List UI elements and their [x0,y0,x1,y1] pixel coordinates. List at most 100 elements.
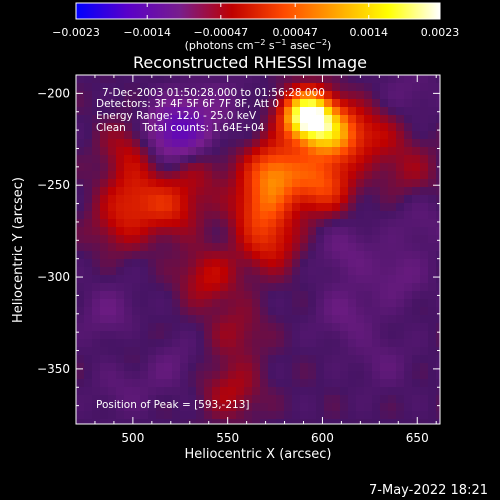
heatmap-cell [76,179,85,188]
heatmap-cell [164,243,173,252]
heatmap-cell [132,267,141,276]
heatmap-cell [252,107,261,116]
heatmap-cell [292,403,301,412]
heatmap-cell [236,155,245,164]
heatmap-cell [284,347,293,356]
heatmap-cell [340,307,349,316]
heatmap-cell [148,91,157,100]
heatmap-cell [340,243,349,252]
heatmap-cell [164,291,173,300]
heatmap-cell [260,259,269,268]
heatmap-cell [172,283,181,292]
heatmap-cell [284,387,293,396]
heatmap-cell [196,275,205,284]
heatmap-cell [140,411,149,420]
heatmap-cell [324,363,333,372]
heatmap-cell [356,411,365,420]
heatmap-cell [396,379,405,388]
heatmap-cell [228,75,237,84]
heatmap-cell [244,131,253,140]
heatmap-cell [212,363,221,372]
heatmap-cell [172,147,181,156]
heatmap-cell [284,411,293,420]
heatmap-cell [100,251,109,260]
heatmap-cell [268,291,277,300]
heatmap-cell [268,219,277,228]
heatmap-cell [124,315,133,324]
heatmap-cell [428,355,437,364]
heatmap-cell [364,411,373,420]
heatmap-cell [332,235,341,244]
heatmap-cell [308,283,317,292]
heatmap-cell [76,75,85,84]
heatmap-cell [108,203,117,212]
heatmap-cell [412,267,421,276]
heatmap-cell [76,291,85,300]
heatmap-cell [292,371,301,380]
heatmap-cell [180,331,189,340]
heatmap-cell [388,259,397,268]
heatmap-cell [204,155,213,164]
heatmap-cell [196,323,205,332]
heatmap-cell [332,275,341,284]
heatmap-cell [388,211,397,220]
heatmap-cell [436,363,440,372]
heatmap-cell [100,283,109,292]
heatmap-cell [180,195,189,204]
heatmap-cell [364,99,373,108]
heatmap-cell [124,163,133,172]
heatmap-cell [332,187,341,196]
heatmap-cell [268,243,277,252]
heatmap-cell [388,411,397,420]
heatmap-cell [372,123,381,132]
heatmap-cell [324,347,333,356]
heatmap-cell [356,387,365,396]
heatmap-cell [236,115,245,124]
heatmap-cell [212,355,221,364]
heatmap-cell [380,331,389,340]
heatmap-cell [340,355,349,364]
heatmap-cell [228,347,237,356]
heatmap-cell [340,195,349,204]
heatmap-cell [340,115,349,124]
heatmap-cell [172,187,181,196]
heatmap-cell [260,187,269,196]
heatmap-cell [76,203,85,212]
heatmap-cell [244,347,253,356]
annotation-time-range: 7-Dec-2003 01:50:28.000 to 01:56:28.000 [102,87,325,99]
heatmap-cell [84,171,93,180]
heatmap-cell [356,91,365,100]
heatmap-cell [116,267,125,276]
heatmap-cell [380,203,389,212]
heatmap-cell [316,211,325,220]
heatmap-cell [356,99,365,108]
heatmap-cell [204,91,213,100]
heatmap-cell [420,395,429,404]
heatmap-cell [188,75,197,84]
heatmap-cell [380,283,389,292]
heatmap-cell [388,179,397,188]
heatmap-cell [292,203,301,212]
heatmap-cell [276,235,285,244]
heatmap-cell [260,283,269,292]
heatmap-cell [300,291,309,300]
heatmap-cell [92,131,101,140]
heatmap-cell [84,355,93,364]
heatmap-cell [388,387,397,396]
heatmap-cell [268,115,277,124]
heatmap-cell [412,83,421,92]
heatmap-cell [140,355,149,364]
heatmap-cell [212,323,221,332]
heatmap-cell [164,419,173,424]
heatmap-cell [172,307,181,316]
heatmap-cell [300,131,309,140]
heatmap-cell [428,259,437,268]
heatmap-cell [148,195,157,204]
heatmap-cell [188,147,197,156]
heatmap-cell [100,203,109,212]
heatmap-cell [164,275,173,284]
heatmap-cell [436,339,440,348]
heatmap-cell [260,131,269,140]
heatmap-cell [420,91,429,100]
heatmap-cell [436,403,440,412]
